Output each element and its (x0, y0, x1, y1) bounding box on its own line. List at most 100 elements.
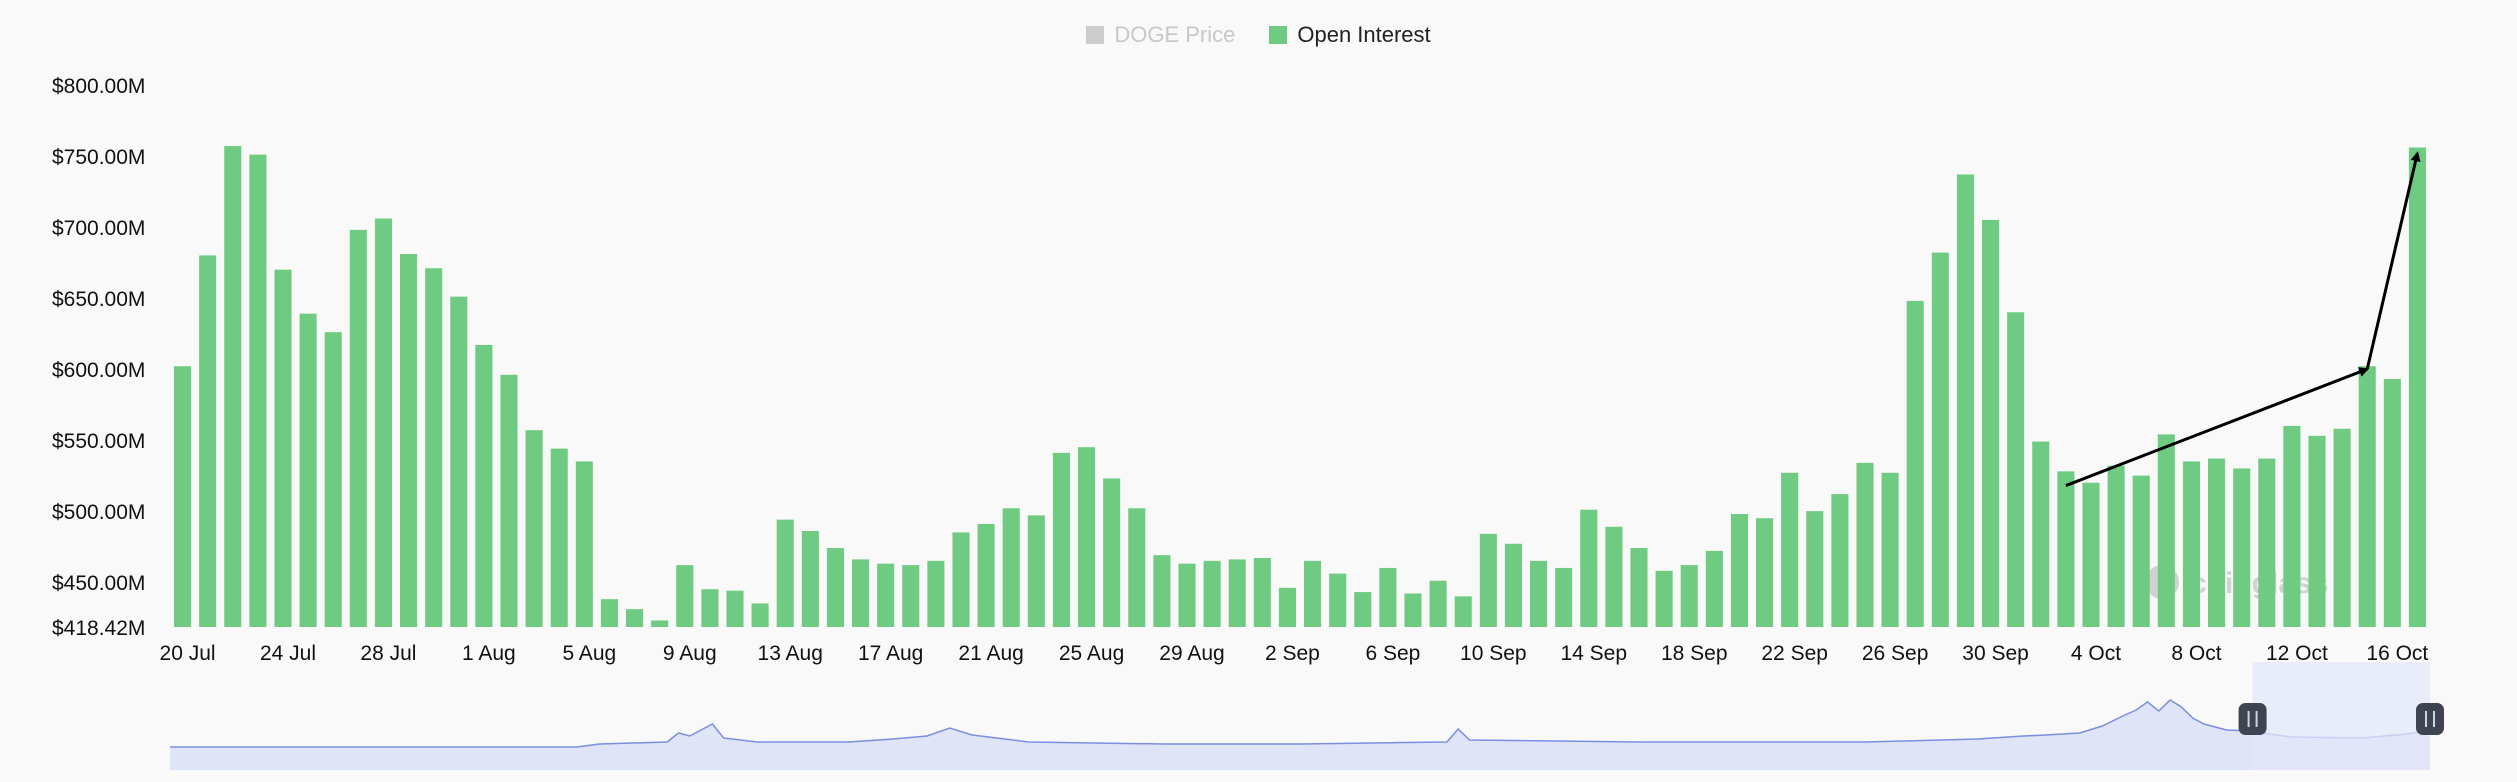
bar-open-interest[interactable] (626, 609, 644, 627)
bar-open-interest[interactable] (2057, 471, 2075, 627)
navigator-selection-window[interactable] (2252, 662, 2430, 770)
annotation-arrow (2065, 367, 2370, 487)
bar-open-interest[interactable] (1354, 592, 1372, 627)
bar-open-interest[interactable] (224, 146, 242, 627)
bar-open-interest[interactable] (1002, 508, 1020, 627)
bar-open-interest[interactable] (1982, 219, 2000, 627)
bar-open-interest[interactable] (1931, 252, 1949, 627)
bar-open-interest[interactable] (726, 590, 744, 627)
y-tick-label: $550.00M (52, 430, 145, 453)
bar-open-interest[interactable] (927, 560, 945, 627)
bar-open-interest[interactable] (1956, 174, 1974, 627)
bar-open-interest[interactable] (776, 519, 794, 627)
bar-open-interest[interactable] (1203, 560, 1221, 627)
bar-open-interest[interactable] (1253, 557, 1271, 627)
bar-open-interest[interactable] (977, 523, 995, 627)
bar-open-interest[interactable] (2182, 461, 2200, 627)
bar-open-interest[interactable] (525, 430, 543, 627)
bar-open-interest[interactable] (2132, 475, 2150, 627)
bar-open-interest[interactable] (1580, 509, 1598, 627)
bar-open-interest[interactable] (1881, 472, 1899, 627)
bar-open-interest[interactable] (1831, 494, 1849, 627)
bar-open-interest[interactable] (751, 603, 769, 627)
navigator-left-handle[interactable] (2238, 703, 2267, 735)
bar-open-interest[interactable] (249, 154, 267, 627)
bar-open-interest[interactable] (425, 268, 443, 627)
bar-open-interest[interactable] (199, 255, 217, 627)
bar-open-interest[interactable] (2208, 458, 2226, 627)
bar-open-interest[interactable] (2333, 428, 2351, 627)
bar-open-interest[interactable] (701, 589, 719, 627)
bar-open-interest[interactable] (877, 563, 895, 627)
bar-open-interest[interactable] (600, 599, 618, 627)
bar-open-interest[interactable] (1228, 559, 1246, 627)
bar-open-interest[interactable] (1856, 462, 1874, 627)
bar-open-interest[interactable] (475, 344, 493, 627)
bar-open-interest[interactable] (299, 313, 317, 627)
bar-open-interest[interactable] (1404, 593, 1422, 627)
x-tick-label: 4 Oct (2071, 642, 2121, 665)
legend-item-doge-price[interactable]: DOGE Price (1086, 22, 1235, 48)
bar-open-interest[interactable] (1504, 543, 1522, 627)
bar-open-interest[interactable] (1906, 300, 1924, 627)
bar-open-interest[interactable] (1078, 447, 1096, 627)
bar-open-interest[interactable] (1530, 560, 1548, 627)
bar-open-interest[interactable] (1680, 565, 1698, 627)
bar-open-interest[interactable] (550, 448, 568, 627)
bar-open-interest[interactable] (1027, 515, 1045, 627)
bar-open-interest[interactable] (324, 332, 342, 627)
bar-open-interest[interactable] (575, 461, 593, 627)
bar-open-interest[interactable] (2107, 465, 2125, 627)
bar-open-interest[interactable] (1329, 573, 1347, 627)
bar-open-interest[interactable] (1705, 550, 1723, 627)
bar-open-interest[interactable] (1730, 513, 1748, 627)
bar-open-interest[interactable] (1103, 478, 1121, 627)
bar-open-interest[interactable] (2082, 482, 2100, 627)
bar-open-interest[interactable] (1304, 560, 1322, 627)
bar-open-interest[interactable] (2383, 379, 2401, 627)
bar-open-interest[interactable] (2308, 435, 2326, 627)
bar-open-interest[interactable] (400, 254, 418, 627)
bar-open-interest[interactable] (1806, 511, 1824, 627)
bar-open-interest[interactable] (450, 296, 468, 627)
bar-open-interest[interactable] (2157, 434, 2175, 627)
bar-open-interest[interactable] (902, 565, 920, 627)
bar-open-interest[interactable] (2408, 147, 2426, 627)
bar-open-interest[interactable] (676, 565, 694, 627)
annotation-arrow (2365, 151, 2421, 370)
bar-open-interest[interactable] (651, 620, 669, 627)
bar-open-interest[interactable] (349, 229, 367, 627)
bar-open-interest[interactable] (1781, 472, 1799, 627)
bar-open-interest[interactable] (2258, 458, 2276, 627)
navigator-area (170, 700, 2430, 770)
bar-open-interest[interactable] (2007, 312, 2025, 627)
bar-open-interest[interactable] (1555, 567, 1573, 627)
bar-open-interest[interactable] (852, 559, 870, 627)
bar-open-interest[interactable] (1429, 580, 1447, 627)
bar-open-interest[interactable] (1379, 567, 1397, 627)
bar-open-interest[interactable] (1756, 518, 1774, 627)
bar-open-interest[interactable] (2233, 468, 2251, 627)
navigator-right-handle[interactable] (2416, 703, 2444, 735)
bar-open-interest[interactable] (1655, 570, 1673, 627)
bar-open-interest[interactable] (2358, 366, 2376, 627)
bar-open-interest[interactable] (1178, 563, 1196, 627)
bar-open-interest[interactable] (2283, 425, 2301, 627)
bar-open-interest[interactable] (1052, 452, 1070, 627)
bar-open-interest[interactable] (274, 269, 292, 627)
bar-open-interest[interactable] (1605, 526, 1623, 627)
bar-open-interest[interactable] (1153, 555, 1171, 627)
bar-open-interest[interactable] (174, 366, 192, 627)
bar-open-interest[interactable] (374, 218, 392, 627)
bar-open-interest[interactable] (1630, 548, 1648, 627)
bar-open-interest[interactable] (1454, 596, 1472, 627)
bar-open-interest[interactable] (1128, 508, 1146, 627)
legend-item-open-interest[interactable]: Open Interest (1269, 22, 1431, 48)
bar-open-interest[interactable] (2032, 441, 2050, 627)
bar-open-interest[interactable] (500, 374, 518, 627)
bar-open-interest[interactable] (1479, 533, 1497, 627)
bar-open-interest[interactable] (826, 548, 844, 627)
bar-open-interest[interactable] (801, 531, 819, 627)
bar-open-interest[interactable] (952, 532, 970, 627)
bar-open-interest[interactable] (1278, 587, 1296, 627)
